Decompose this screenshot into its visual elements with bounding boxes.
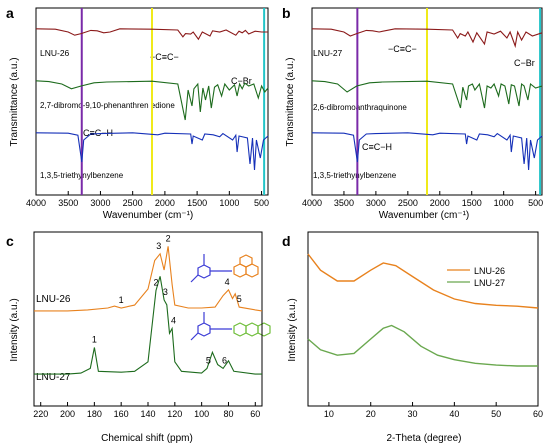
panel-b-series-label-2: 2,6-dibromoanthraquinone (313, 103, 407, 112)
panel-c-peak-label: 4 (225, 277, 230, 287)
panel-c-series-1-line (34, 246, 263, 312)
benzene-core-icon (190, 254, 232, 283)
panel-c-xtick-label: 120 (167, 409, 182, 419)
panel-c-xtick-label: 100 (194, 409, 209, 419)
panel-d-xtick-label: 60 (533, 409, 543, 419)
panel-c-series-label-lnu27: LNU-27 (36, 372, 71, 383)
panel-d-xtick-label: 30 (408, 409, 418, 419)
panel-d-xtick-label: 20 (366, 409, 376, 419)
panel-b-series-label-1: LNU-27 (313, 48, 343, 58)
panel-b-xtick-label: 2000 (430, 198, 450, 208)
panel-c-xtick-label: 200 (60, 409, 75, 419)
panel-b-xtick-label: 3500 (334, 198, 354, 208)
panel-a-annotation-alkyne: −C≡C− (150, 52, 179, 62)
panel-b-xtick-label: 1500 (462, 198, 482, 208)
panel-a-annotation-cbr: C−Br (231, 76, 252, 86)
panel-b-series-1-line (311, 28, 543, 49)
panel-d-xtick-label: 40 (449, 409, 459, 419)
panel-letter-a: a (6, 5, 14, 21)
panel-b-xtick-label: 500 (528, 198, 543, 208)
panel-a-ylabel: Transmittance (a.u.) (9, 57, 20, 146)
panel-b-annotation-ch: C≡C−H (362, 142, 392, 152)
panel-c-series-2-line (34, 276, 262, 375)
panel-c-peak-label: 2 (154, 278, 159, 288)
panel-d-frame (307, 231, 539, 407)
panel-a-xtick-label: 2000 (155, 198, 175, 208)
panel-c-xtick-label: 80 (223, 409, 233, 419)
panel-a-series-2-line (35, 80, 269, 121)
panel-b-series-2-line (311, 80, 543, 109)
panel-d-ylabel: Intensity (a.u.) (287, 298, 298, 361)
panel-b-annotation-alkyne: −C≡C− (388, 44, 417, 54)
panel-b-ylabel: Transmittance (a.u.) (285, 57, 296, 146)
generated-marks: 4000 3500 3000 2500 2000 1500 1000 500 4000 3500 3… (26, 7, 543, 419)
panel-a-annotation-ch: C≡C−H (83, 128, 113, 138)
panel-b-series-label-3: 1,3,5-triethynylbenzene (313, 171, 397, 180)
legend-label-lnu27: LNU-27 (474, 278, 505, 288)
structure-lnu26-sketch (190, 254, 259, 283)
panel-c-peak-label: 4 (171, 316, 176, 326)
legend-label-lnu26: LNU-26 (474, 266, 505, 276)
panel-b-series-3-line (311, 132, 543, 171)
panel-a-xtick-label: 2500 (123, 198, 143, 208)
panel-b-xtick-label: 2500 (398, 198, 418, 208)
panel-a-xlabel: Wavenumber (cm⁻¹) (103, 210, 193, 221)
panel-c-xtick-label: 180 (87, 409, 102, 419)
panel-c-peak-label: 3 (163, 287, 168, 297)
panel-c-series-label-lnu26: LNU-26 (36, 294, 71, 305)
panel-a-series-3-line (35, 132, 269, 171)
panel-d-xlabel: 2-Theta (degree) (386, 433, 461, 444)
panel-c-peak-label: 1 (92, 335, 97, 345)
panel-letter-d: d (282, 233, 291, 249)
panel-a-xtick-label: 1000 (219, 198, 239, 208)
panel-c-peak-label: 5 (206, 355, 211, 365)
panel-c-peak-label: 3 (156, 241, 161, 251)
benzene-core-icon (190, 312, 232, 341)
panel-a-series-label-2: 2,7-dibromo-9,10-phenanthren edione (40, 101, 175, 110)
panel-c-xtick-label: 160 (114, 409, 129, 419)
panel-c-peak-label: 5 (237, 294, 242, 304)
panel-c-peak-label: 6 (222, 355, 227, 365)
panel-d-series-1-line (307, 253, 539, 309)
panel-a-series-1-line (35, 28, 268, 41)
panel-c-xtick-label: 140 (140, 409, 155, 419)
panel-d-xtick-label: 50 (491, 409, 501, 419)
panel-a-xtick-label: 3500 (58, 198, 78, 208)
panel-a-xtick-label: 1500 (187, 198, 207, 208)
panel-b-xtick-label: 3000 (366, 198, 386, 208)
panel-c-peak-label: 1 (119, 295, 124, 305)
panel-b-annotation-cbr: C−Br (514, 58, 535, 68)
panel-c-xtick-label: 220 (33, 409, 48, 419)
panel-a-xtick-label: 500 (254, 198, 269, 208)
structure-lnu27-sketch (190, 312, 271, 341)
panel-c-peak-label: 2 (166, 233, 171, 243)
panel-c-xlabel: Chemical shift (ppm) (101, 433, 193, 444)
panel-b-xlabel: Wavenumber (cm⁻¹) (379, 210, 469, 221)
anthraquinone-unit-icon (233, 322, 271, 337)
panel-c-ylabel: Intensity (a.u.) (9, 298, 20, 361)
panel-letter-c: c (6, 233, 14, 249)
panel-b-xtick-label: 1000 (494, 198, 514, 208)
panel-a-xtick-label: 4000 (26, 198, 46, 208)
phenanthrene-unit-icon (233, 254, 259, 278)
panel-d-xtick-label: 10 (324, 409, 334, 419)
panel-a-xtick-label: 3000 (90, 198, 110, 208)
panel-d-legend: LNU-26 LNU-27 (447, 266, 505, 288)
panel-b-xtick-label: 4000 (302, 198, 322, 208)
panel-a-series-label-1: LNU-26 (40, 48, 70, 58)
panel-letter-b: b (282, 5, 291, 21)
panel-d-series-2-line (307, 324, 538, 367)
panel-c-xtick-label: 60 (250, 409, 260, 419)
